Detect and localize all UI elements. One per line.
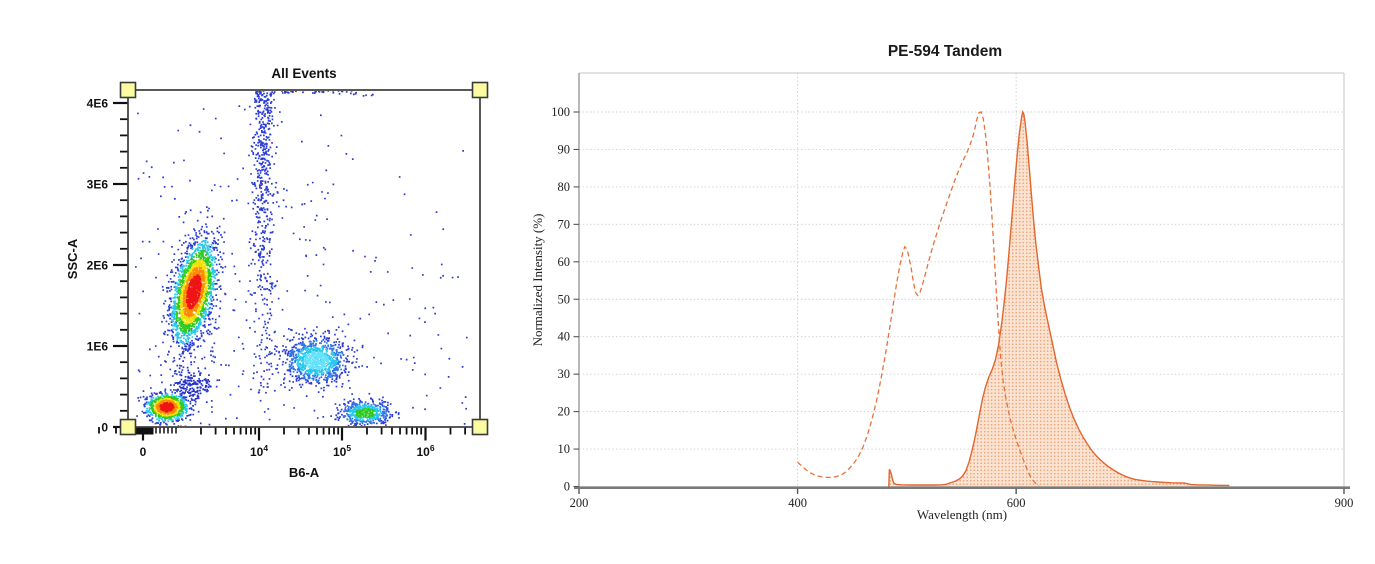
right-y-tick-label: 10 bbox=[558, 442, 571, 456]
right-gridlines bbox=[579, 73, 1345, 487]
left-y-tick-label: 1E6 bbox=[87, 340, 109, 354]
left-y-tick-label: 3E6 bbox=[87, 178, 109, 192]
left-plot-frame bbox=[127, 89, 481, 428]
emission-curve bbox=[888, 109, 1230, 487]
gate-handle[interactable] bbox=[119, 81, 137, 99]
left-x-tick-label: 105 bbox=[333, 443, 351, 459]
emission-area bbox=[888, 112, 1230, 487]
right-y-tick-label: 90 bbox=[558, 142, 571, 156]
right-y-tick-label: 40 bbox=[558, 330, 571, 344]
right-x-tick-label: 900 bbox=[1335, 496, 1354, 510]
right-y-tick-label: 30 bbox=[558, 367, 571, 381]
flow-cytometry-plot: All Events SSC-A B6-A 0 1E6 2E6 3E6 4E6 0 104 1… bbox=[65, 66, 489, 480]
right-x-tick-label: 400 bbox=[788, 496, 807, 510]
spectrum-series bbox=[797, 109, 1230, 487]
right-x-axis-label: Wavelength (nm) bbox=[917, 507, 1007, 522]
right-y-tick-label: 100 bbox=[551, 105, 570, 119]
right-y-tick-label: 20 bbox=[558, 405, 571, 419]
left-y-axis-label: SSC-A bbox=[65, 238, 80, 279]
right-axes-frame bbox=[574, 72, 1350, 490]
left-x-tick-label: 104 bbox=[250, 443, 268, 459]
right-y-tick-label: 50 bbox=[558, 292, 571, 306]
spectrum-plot: PE-594 Tandem Normalized Intensity (%) W… bbox=[530, 43, 1353, 522]
left-x-tick-label: 0 bbox=[140, 445, 147, 459]
left-y-tick-label: 4E6 bbox=[87, 97, 109, 111]
right-y-tick-label: 0 bbox=[564, 480, 570, 494]
left-y-tick-label: 0 bbox=[101, 421, 108, 435]
gate-corner-handles bbox=[119, 81, 489, 436]
left-x-axis-label: B6-A bbox=[289, 465, 320, 480]
right-plot-title: PE-594 Tandem bbox=[888, 43, 1002, 60]
right-y-tick-label: 80 bbox=[558, 180, 571, 194]
gate-handle[interactable] bbox=[471, 81, 489, 99]
left-y-tick-label: 2E6 bbox=[87, 259, 109, 273]
right-x-tick-label: 200 bbox=[570, 496, 589, 510]
gate-handle[interactable] bbox=[471, 418, 489, 436]
density-scatter-points bbox=[135, 91, 468, 426]
right-axis-ticks: 0 10 20 30 40 50 60 70 80 90 100 200 400 600 900 bbox=[551, 105, 1353, 510]
left-x-tick-label: 106 bbox=[416, 443, 434, 459]
right-x-tick-label: 600 bbox=[1007, 496, 1026, 510]
left-plot-title: All Events bbox=[271, 66, 336, 81]
right-y-axis-label: Normalized Intensity (%) bbox=[530, 214, 545, 347]
right-y-tick-label: 60 bbox=[558, 255, 571, 269]
gate-handle[interactable] bbox=[119, 418, 137, 436]
right-y-tick-label: 70 bbox=[558, 217, 571, 231]
